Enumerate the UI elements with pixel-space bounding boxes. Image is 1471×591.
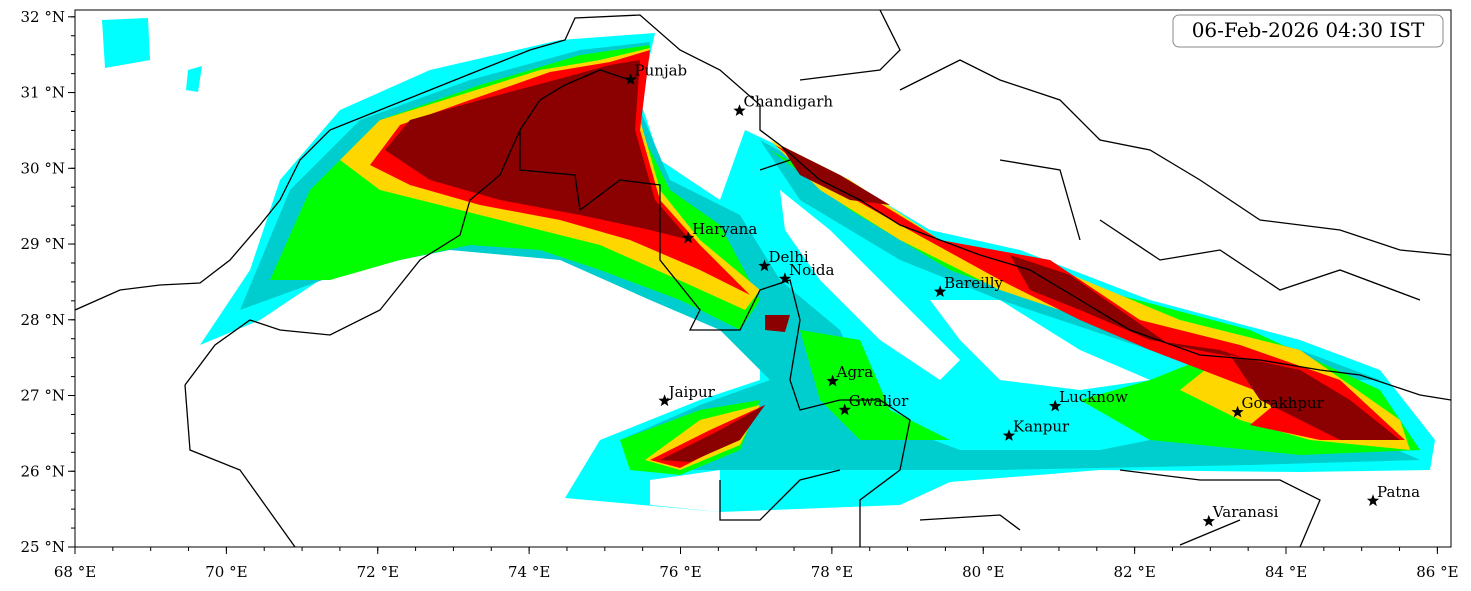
x-tick-label: 80 °E <box>962 563 1004 581</box>
city-marker <box>1366 494 1380 507</box>
city-label: Kanpur <box>1013 418 1070 436</box>
city-marker <box>1002 429 1016 441</box>
y-tick-label: 32 °N <box>21 8 65 26</box>
city-label: Gorakhpur <box>1242 394 1325 412</box>
precip-gap <box>650 190 1150 512</box>
axes: 68 °E 70 °E 72 °E 74 °E 76 °E 78 °E 80 °E 82 °E… <box>21 8 1459 581</box>
y-tick-label: 28 °N <box>21 311 65 329</box>
y-tick-label: 31 °N <box>21 84 65 102</box>
city-label: Varanasi <box>1212 503 1279 521</box>
city-label: Chandigarh <box>744 93 834 111</box>
y-tick-label: 26 °N <box>21 462 65 480</box>
city-label: Haryana <box>692 220 757 238</box>
city-marker <box>1202 514 1215 527</box>
city-marker <box>733 104 746 116</box>
city-marker <box>758 259 771 272</box>
city-label: Patna <box>1377 483 1420 501</box>
timestamp-box <box>1172 14 1444 48</box>
x-tick-label: 76 °E <box>659 563 701 581</box>
city-label: Delhi <box>769 248 809 266</box>
y-tick-label: 30 °N <box>21 159 65 177</box>
city-marker <box>658 394 671 407</box>
city-marker <box>1049 399 1062 412</box>
timestamp: 06-Feb-2026 04:30 IST <box>1192 18 1425 42</box>
boundaries <box>75 10 1451 547</box>
city-marker <box>1231 405 1244 418</box>
city-marker <box>933 285 947 297</box>
x-tick-label: 68 °E <box>54 563 96 581</box>
y-tick-label: 27 °N <box>21 387 65 405</box>
city-marker <box>826 374 839 387</box>
city-label: Jaipur <box>667 383 716 401</box>
y-tick-label: 25 °N <box>21 538 65 556</box>
x-tick-label: 86 °E <box>1416 563 1458 581</box>
city-marker <box>778 272 792 285</box>
city-marker <box>624 73 637 85</box>
precip-cyan <box>102 18 202 92</box>
border <box>519 130 911 547</box>
city-marker <box>681 231 695 244</box>
x-tick-label: 82 °E <box>1113 563 1155 581</box>
border <box>759 10 1451 301</box>
x-tick-label: 78 °E <box>811 563 853 581</box>
city-label: Gwalior <box>849 392 909 410</box>
city-label: Punjab <box>635 62 688 80</box>
city-label: Lucknow <box>1059 388 1128 406</box>
x-tick-label: 84 °E <box>1265 563 1307 581</box>
x-tick-label: 70 °E <box>205 563 247 581</box>
precip-field <box>102 18 1435 512</box>
map-frame <box>74 9 1452 548</box>
x-tick-label: 74 °E <box>508 563 550 581</box>
city-label: Agra <box>836 363 874 381</box>
border <box>184 384 1321 547</box>
precip-darkred <box>385 60 1400 462</box>
border <box>184 69 631 386</box>
border <box>75 14 1451 401</box>
y-tick-label: 29 °N <box>21 235 65 253</box>
city-label: Noida <box>789 261 835 279</box>
city-marker <box>838 403 851 416</box>
city-label: Bareilly <box>944 274 1003 292</box>
x-tick-label: 72 °E <box>357 563 399 581</box>
